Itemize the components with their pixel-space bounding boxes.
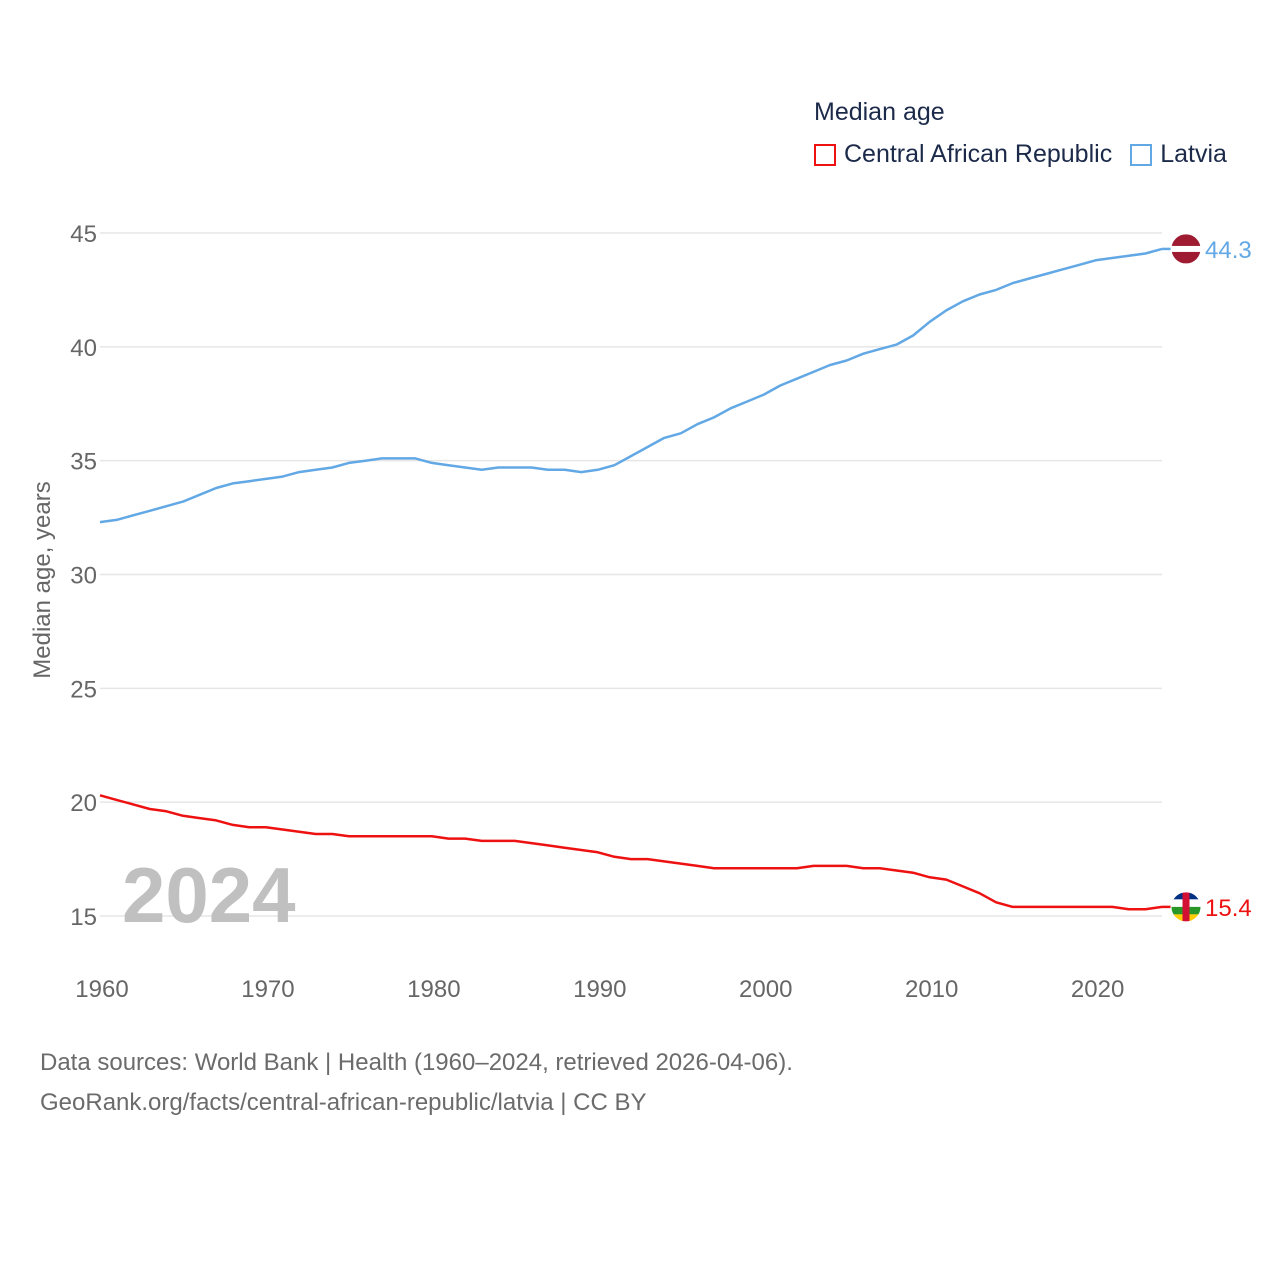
flag-stripe xyxy=(1182,891,1190,922)
flag-central-african-republic-icon xyxy=(1171,891,1201,922)
y-tick-label: 45 xyxy=(70,221,97,248)
legend-swatch xyxy=(1130,143,1153,166)
series-line-central-african-republic[interactable] xyxy=(99,794,1163,911)
series-end-markers: 15.4 44.3 xyxy=(1162,233,1252,923)
legend-title: Median age xyxy=(814,98,945,126)
x-tick-label: 1970 xyxy=(241,976,294,1003)
footer-sources: Data sources: World Bank | Health (1960–… xyxy=(40,1049,793,1076)
end-value-label: 44.3 xyxy=(1205,237,1252,264)
y-tick-label: 40 xyxy=(70,335,97,362)
x-tick-label: 1990 xyxy=(573,976,626,1003)
legend-swatch xyxy=(814,143,836,166)
legend: Central African Republic Latvia xyxy=(814,140,1227,169)
y-tick-label: 30 xyxy=(70,563,97,590)
legend-label: Latvia xyxy=(1160,140,1227,168)
footer-link[interactable]: GeoRank.org/facts/central-african-republ… xyxy=(40,1089,647,1116)
end-value-label: 15.4 xyxy=(1205,895,1252,922)
x-tick-label: 2000 xyxy=(739,976,792,1003)
year-watermark: 2024 xyxy=(122,851,296,939)
gridlines xyxy=(100,232,1162,917)
flag-stripe xyxy=(1171,245,1201,252)
y-tick-label: 15 xyxy=(70,904,97,931)
series-lines xyxy=(99,247,1163,911)
x-tick-label: 1980 xyxy=(407,976,460,1003)
x-axis-ticks: 1960 1970 1980 1990 2000 2010 2020 xyxy=(75,976,1124,1003)
x-tick-label: 2020 xyxy=(1071,976,1124,1003)
y-tick-label: 25 xyxy=(70,676,97,703)
legend-label: Central African Republic xyxy=(844,140,1113,168)
y-tick-label: 20 xyxy=(70,790,97,817)
y-axis-label: Median age, years xyxy=(29,481,56,678)
flag-ring xyxy=(1170,891,1202,923)
footer: Data sources: World Bank | Health (1960–… xyxy=(40,1043,793,1123)
flag-latvia-icon xyxy=(1171,233,1201,264)
series-line-latvia[interactable] xyxy=(99,247,1163,524)
y-axis-ticks: 15 20 25 30 35 40 45 xyxy=(70,221,97,931)
flag-ring xyxy=(1170,233,1202,265)
x-tick-label: 2010 xyxy=(905,976,958,1003)
legend-item-latvia[interactable]: Latvia xyxy=(1130,140,1227,169)
x-tick-label: 1960 xyxy=(75,976,128,1003)
y-tick-label: 35 xyxy=(70,449,97,476)
legend-item-central-african-republic[interactable]: Central African Republic xyxy=(814,140,1112,169)
